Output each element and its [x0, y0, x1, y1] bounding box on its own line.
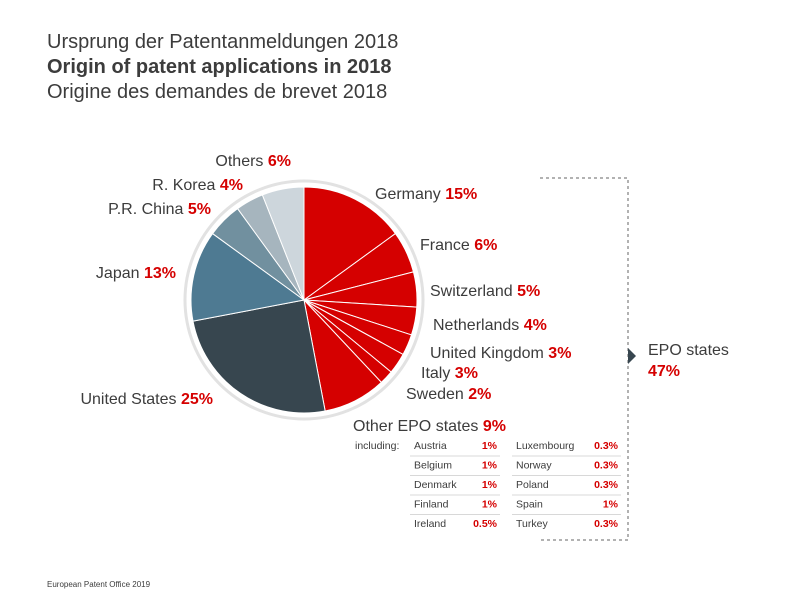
group-name: EPO states [648, 342, 729, 359]
group-arrow [628, 348, 636, 364]
title-de: Ursprung der Patentanmeldungen 2018 [47, 31, 398, 53]
title-fr: Origine des demandes de brevet 2018 [47, 81, 387, 103]
category-name: Others [215, 153, 263, 170]
slice-value: 5% [188, 201, 211, 218]
breakdown-value: 1% [603, 499, 619, 511]
pie-slice [192, 299, 326, 414]
breakdown-value: 0.5% [473, 518, 498, 530]
slice-label: P.R. China 5% [108, 201, 211, 218]
breakdown-value: 1% [482, 499, 498, 511]
slice-label: Sweden 2% [406, 386, 491, 403]
slice-label: Other EPO states 9% [353, 418, 506, 435]
group-bracket [540, 177, 629, 541]
slice-value: 5% [517, 283, 540, 300]
category-name: Other EPO states [353, 418, 478, 435]
category-name: Switzerland [430, 283, 513, 300]
slice-label: United Kingdom 3% [430, 345, 571, 362]
category-name: Netherlands [433, 317, 519, 334]
breakdown-value: 1% [482, 460, 498, 472]
slice-value: 15% [445, 186, 477, 203]
category-name: P.R. China [108, 201, 183, 218]
slice-value: 3% [548, 345, 571, 362]
breakdown-name: Belgium [414, 460, 452, 472]
breakdown-value: 1% [482, 479, 498, 491]
breakdown-name: Denmark [414, 479, 457, 491]
pie-ring [183, 179, 425, 421]
slice-value: 25% [181, 391, 213, 408]
breakdown-name: Luxembourg [516, 440, 575, 452]
slice-label: R. Korea 4% [152, 177, 243, 194]
slice-label: Germany 15% [375, 186, 477, 203]
footer: European Patent Office 2019 [47, 580, 151, 589]
slice-label: Switzerland 5% [430, 283, 540, 300]
slice-label: Italy 3% [421, 365, 478, 382]
category-name: R. Korea [152, 177, 215, 194]
category-name: Germany [375, 186, 441, 203]
breakdown-value: 0.3% [594, 518, 619, 530]
category-name: Sweden [406, 386, 464, 403]
slice-label: Netherlands 4% [433, 317, 547, 334]
breakdown-name: Turkey [516, 518, 548, 530]
category-name: France [420, 237, 470, 254]
slice-value: 4% [220, 177, 243, 194]
slice-value: 13% [144, 265, 176, 282]
slice-label: United States 25% [80, 391, 213, 408]
slice-label: Others 6% [215, 153, 291, 170]
slice-label: Japan 13% [96, 265, 176, 282]
slice-label: France 6% [420, 237, 497, 254]
breakdown-name: Austria [414, 440, 447, 452]
breakdown-label: including: [355, 440, 399, 452]
pie-slice [190, 232, 306, 322]
breakdown-value: 0.3% [594, 479, 619, 491]
category-name: United Kingdom [430, 345, 544, 362]
title-en: Origin of patent applications in 2018 [47, 56, 392, 78]
breakdown-name: Spain [516, 499, 543, 511]
slice-value: 6% [268, 153, 291, 170]
category-name: Japan [96, 265, 140, 282]
breakdown-name: Finland [414, 499, 449, 511]
slice-value: 2% [468, 386, 491, 403]
slice-value: 9% [483, 418, 506, 435]
breakdown-value: 0.3% [594, 440, 619, 452]
breakdown-value: 0.3% [594, 460, 619, 472]
slice-value: 3% [455, 365, 478, 382]
group-value: 47% [648, 363, 680, 380]
slice-value: 4% [524, 317, 547, 334]
slice-value: 6% [474, 237, 497, 254]
breakdown-name: Poland [516, 479, 549, 491]
pie-slice [303, 186, 397, 301]
breakdown-value: 1% [482, 440, 498, 452]
breakdown-name: Ireland [414, 518, 446, 530]
breakdown-name: Norway [516, 460, 552, 472]
pie-slice [261, 186, 305, 301]
category-name: Italy [421, 365, 450, 382]
category-name: United States [80, 391, 176, 408]
